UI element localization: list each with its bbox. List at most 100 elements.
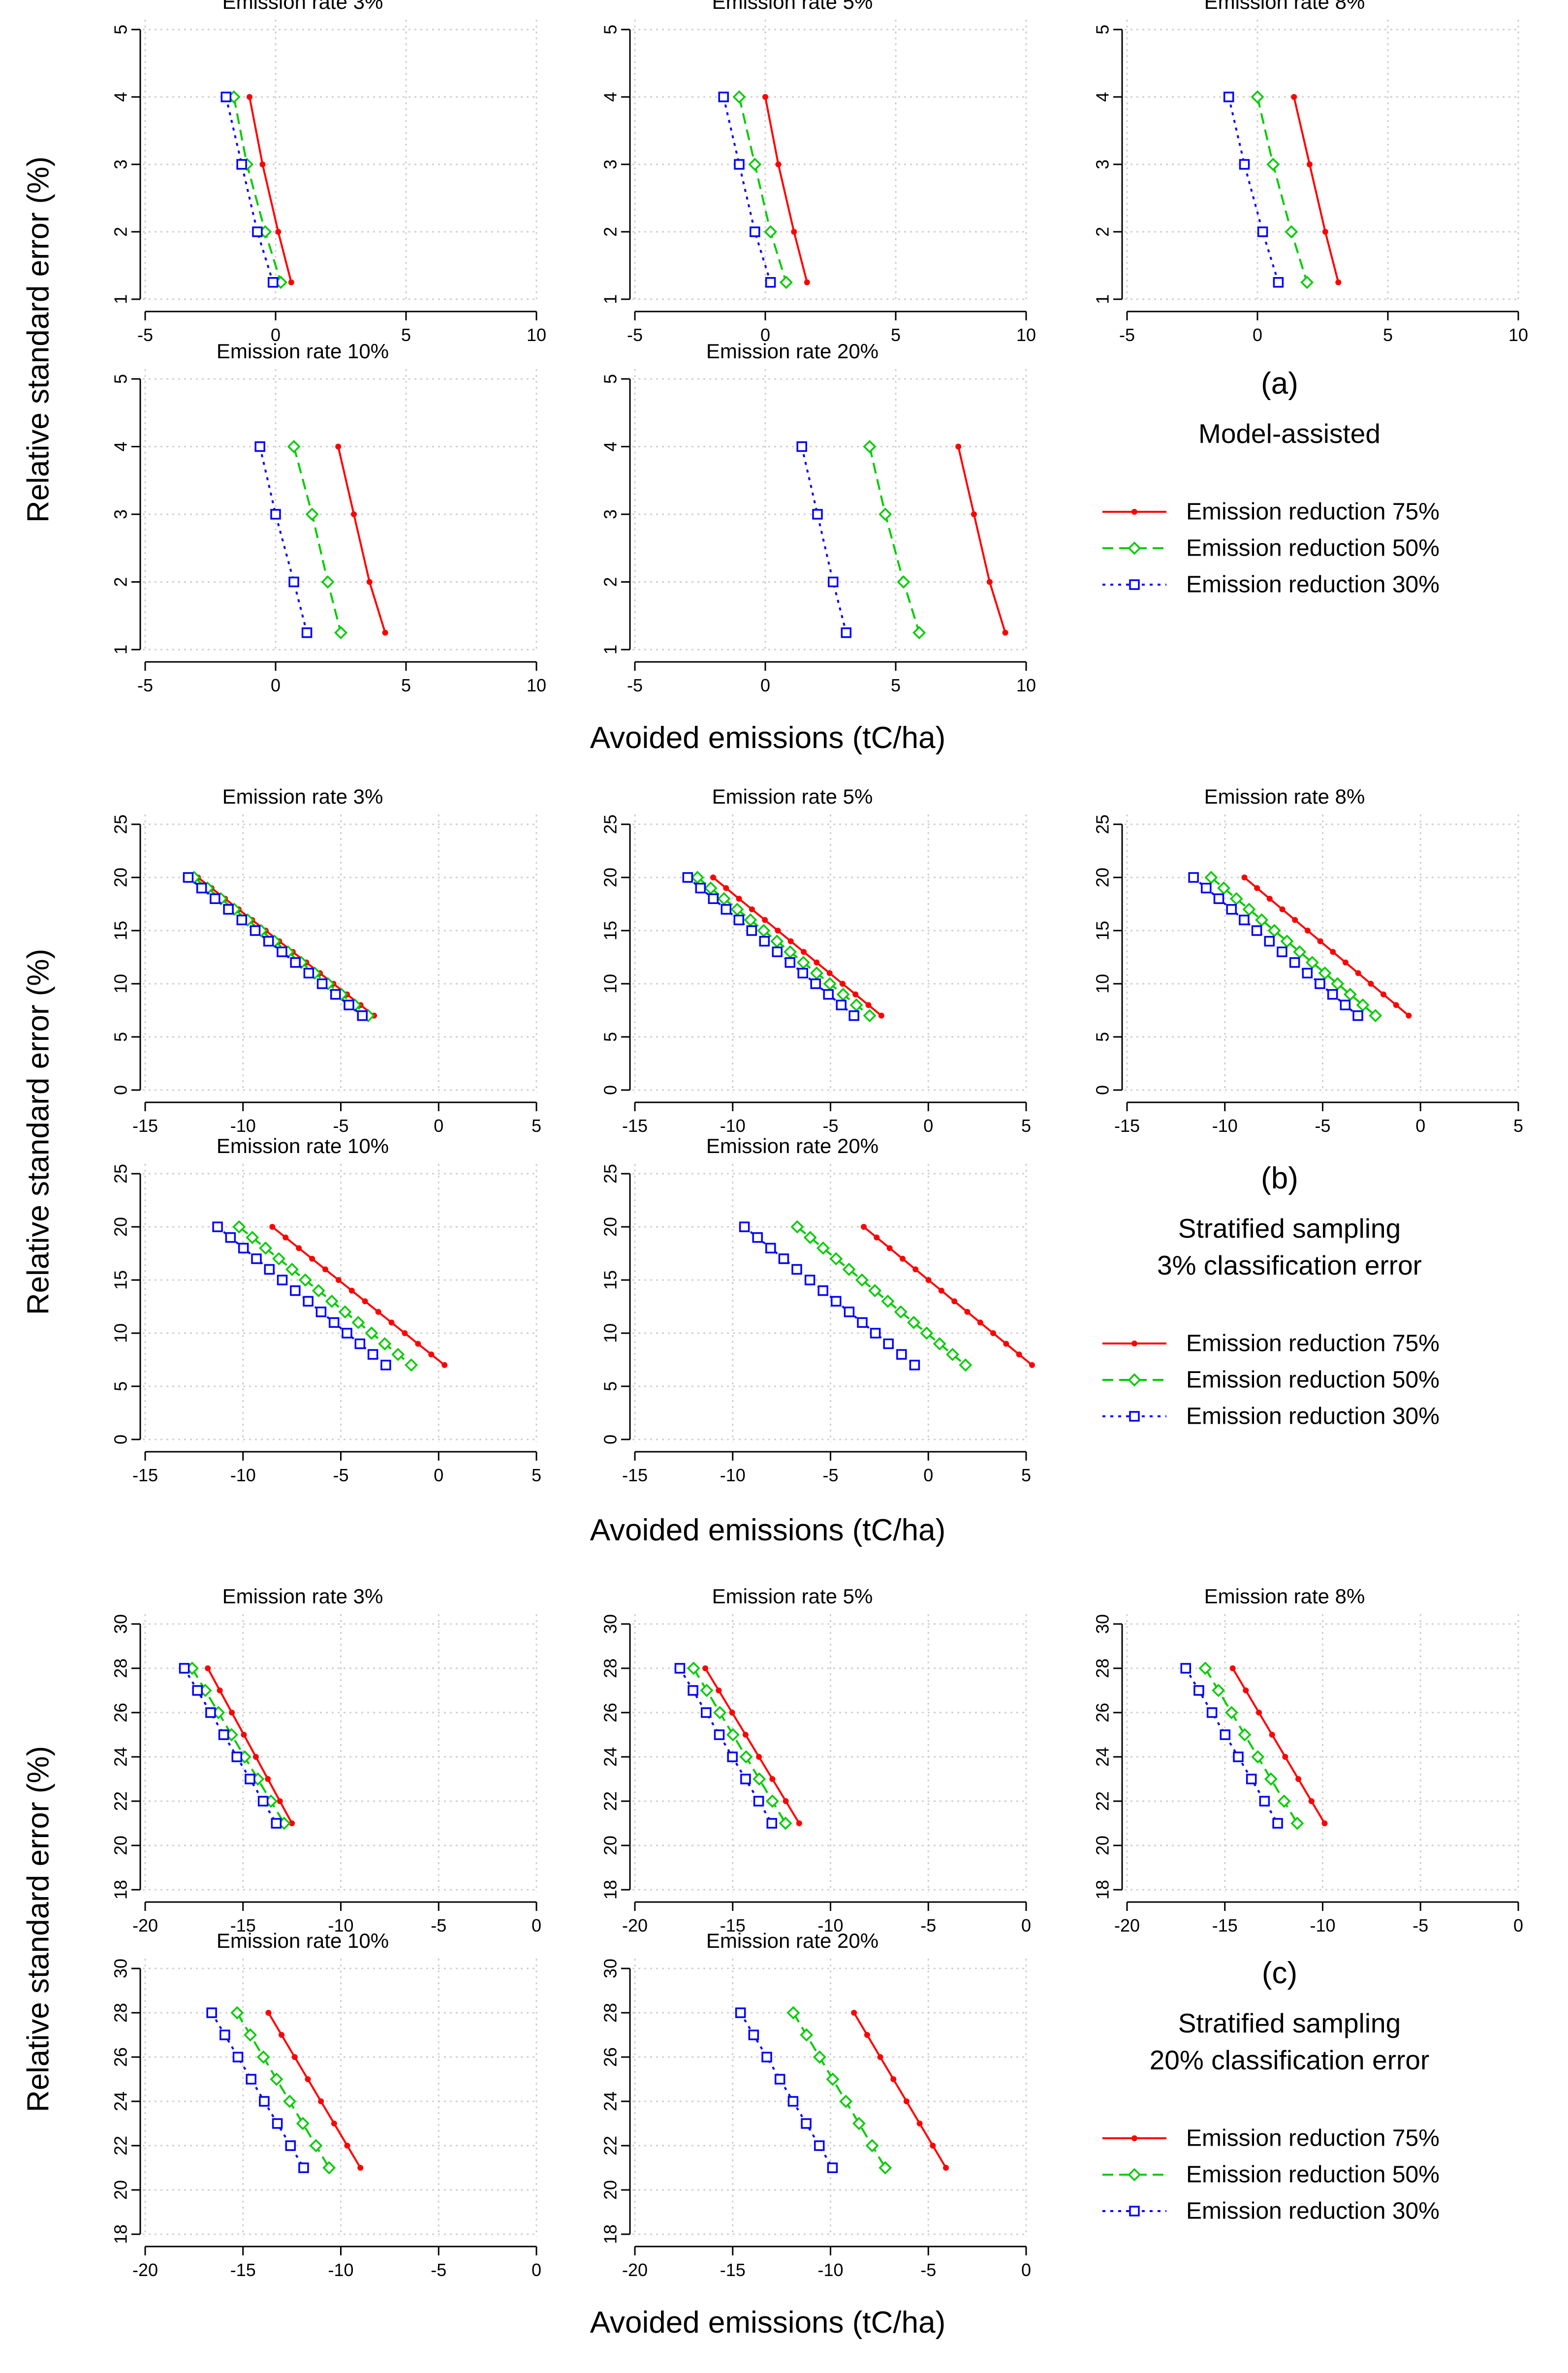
data-point [179,1663,190,1674]
data-point [687,1661,700,1675]
data-point [812,509,823,520]
y-tick-label: 22 [111,1791,131,1811]
y-tick-label: 3 [1093,159,1113,169]
data-point [236,159,247,170]
y-tick-label: 26 [1093,1703,1113,1722]
data-point [246,2074,256,2085]
legend-label: Emission reduction 75% [1186,2125,1440,2152]
data-point [977,1319,983,1326]
data-point [264,1264,275,1275]
series-line [869,446,920,633]
data-point [296,2117,310,2130]
data-point [907,1315,921,1329]
y-tick-label: 20 [1093,1836,1113,1855]
legend-marker [1131,509,1137,515]
data-point [1241,874,1248,880]
y-tick-label: 20 [600,2180,621,2200]
data-point [772,946,783,957]
data-point [331,2121,337,2126]
series-line [957,446,1006,633]
data-point [1291,94,1297,100]
panel-description: Model-assisted [1198,418,1380,449]
y-tick-label: 5 [600,25,621,34]
series-line [1293,96,1340,283]
y-tick-label: 30 [1093,1614,1113,1634]
y-tick-label: 5 [111,374,131,384]
data-point [1355,970,1361,976]
series-line [792,2012,886,2169]
legend-label: Emission reduction 75% [1186,1331,1440,1357]
data-point [1224,1706,1238,1719]
data-point [765,277,776,288]
data-point [801,2118,812,2129]
y-tick-label: 20 [111,868,131,887]
x-tick-label: 0 [923,1116,933,1136]
data-point [328,1317,340,1328]
data-point [739,1750,753,1764]
legend-marker [1129,1411,1140,1422]
data-point [236,914,248,926]
y-tick-label: 0 [600,1435,621,1444]
panel-title: Emission rate 8% [1204,0,1365,13]
data-point [718,92,729,102]
x-tick-label: -10 [817,1915,843,1936]
data-point [723,885,729,891]
data-point [212,1221,223,1232]
x-tick-label: -10 [230,1465,256,1485]
data-point [1188,872,1199,883]
x-tick-label: -15 [132,1116,158,1136]
data-point [225,1232,236,1243]
y-tick-label: 4 [111,92,131,102]
data-point [827,2162,838,2173]
y-tick-label: 15 [1093,921,1113,940]
y-tick-label: 24 [111,1747,131,1767]
data-point [829,1252,843,1266]
data-point [218,1729,229,1740]
y-axis-label: Relative standard error (%) [22,1746,56,2112]
data-point [428,1351,435,1358]
y-tick-label: 2 [600,577,621,587]
data-point [259,1241,273,1255]
chart-panel: -5 0 5 10 1 2 3 4 5 Emission rate 10% [111,340,547,695]
x-tick-label: -20 [622,2260,648,2280]
data-point [342,1328,352,1339]
data-point [223,904,234,915]
data-point [415,1341,421,1347]
data-point [1246,1774,1257,1784]
x-tick-label: 5 [1383,325,1393,345]
data-point [804,1275,815,1285]
data-point [749,906,755,912]
x-tick-label: -5 [1412,1915,1428,1936]
y-tick-label: 0 [111,1435,131,1444]
data-point [338,1305,352,1319]
data-point [682,872,693,883]
x-tick-label: 10 [1016,325,1036,345]
y-tick-label: 30 [600,1959,621,1978]
data-point [761,2052,772,2062]
data-point [1307,161,1313,167]
data-point [739,1221,750,1232]
x-tick-label: -5 [627,325,643,345]
data-point [700,1684,714,1697]
data-point [800,2028,814,2042]
data-point [894,1305,908,1319]
data-point [1304,928,1311,934]
data-point [1180,1663,1191,1674]
data-point [289,1820,295,1826]
panel-group-3: -20 -15 -10 -5 0 18 20 22 24 26 28 30 Emission rate … [22,1585,1524,2340]
x-tick-label: 0 [532,2260,541,2280]
data-point [1243,1687,1249,1693]
y-tick-label: 25 [600,1164,621,1184]
data-point [831,1296,842,1307]
data-point [351,511,357,517]
data-point [220,2030,230,2040]
y-tick-label: 20 [111,1217,131,1237]
data-point [787,938,794,944]
data-point [265,2010,272,2016]
series-line [233,96,282,283]
x-tick-label: -15 [230,2260,256,2280]
y-tick-label: 3 [600,509,621,519]
data-point [674,1663,686,1674]
panel-title: Emission rate 5% [712,785,873,808]
legend-label: Emission reduction 30% [1186,2198,1440,2224]
